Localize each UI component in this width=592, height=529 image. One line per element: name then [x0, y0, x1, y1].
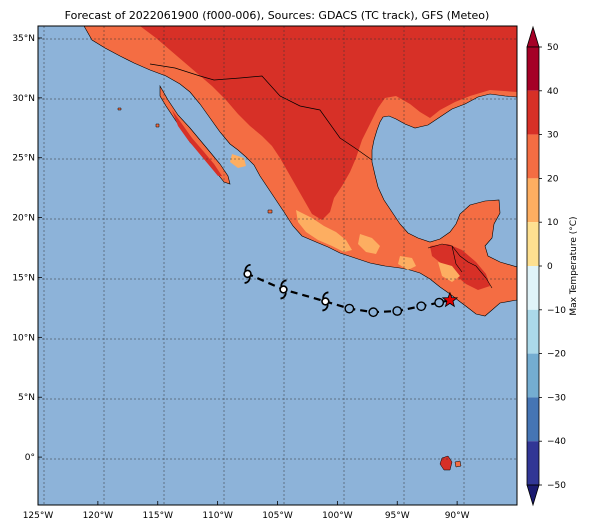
colorbar-extend-max [526, 25, 540, 48]
central-america-highland [438, 262, 460, 282]
hot-region-baja [172, 110, 222, 176]
track-point-depression [344, 303, 355, 314]
colorbar-tick-label: 20 [547, 174, 559, 184]
lat-tick-label: 15°N [12, 273, 35, 283]
hot-region [140, 26, 517, 220]
highland-region-2 [358, 234, 380, 254]
colorbar-segment [527, 441, 539, 485]
galapagos-islands [439, 455, 453, 471]
colorbar: 50 40 30 20 10 0 −10 −20 −30 −40 −50 [526, 25, 566, 507]
lat-tick-label: 10°N [12, 333, 35, 343]
lon-tick-label: 95°W [385, 511, 410, 521]
lon-tick-label: 110°W [202, 511, 233, 521]
colorbar-tick-label: 0 [547, 262, 553, 272]
landmass [83, 26, 517, 471]
colorbar-segment [527, 222, 539, 266]
tropical-storm-icon [279, 279, 288, 300]
lat-tick-label: 30°N [12, 94, 35, 104]
colorbar-tick-label: 50 [547, 43, 559, 53]
revillagigedo-islands [267, 209, 273, 214]
map-panel [38, 26, 517, 505]
colorbar-segment [527, 90, 539, 135]
pacific-island [155, 123, 160, 128]
colorbar-segment [527, 309, 539, 354]
map-title: Forecast of 2022061900 (f000-006), Sourc… [65, 9, 490, 22]
tropical-storm-icon [321, 291, 330, 312]
colorbar-segment [527, 266, 539, 310]
lon-tick-label: 105°W [262, 511, 293, 521]
colorbar-segment [527, 353, 539, 398]
colorbar-tick-label: 30 [547, 131, 559, 141]
lon-tick-label: 90°W [445, 511, 470, 521]
lat-tick-label: 20°N [12, 214, 35, 224]
colorbar-tick-label: 40 [547, 87, 559, 97]
colorbar-segment [527, 47, 539, 91]
colorbar-tick-label: −10 [547, 306, 566, 316]
galapagos-islet [454, 460, 462, 468]
lat-tick-label: 0° [25, 453, 35, 463]
pacific-island-2 [117, 107, 122, 111]
colorbar-segment [527, 397, 539, 442]
cyclone-track [243, 263, 459, 318]
colorbar-tick-label: −20 [547, 350, 566, 360]
lon-tick-label: 120°W [83, 511, 114, 521]
colorbar-segment [527, 134, 539, 179]
highland-region-4 [230, 154, 246, 168]
latitude-labels: 35°N 30°N 25°N 20°N 15°N 10°N 5°N 0° [12, 34, 42, 463]
central-america [430, 244, 490, 290]
lat-tick-label: 35°N [12, 34, 35, 44]
track-point-depression [368, 307, 379, 318]
colorbar-segment [527, 178, 539, 223]
tropical-storm-icon [243, 263, 252, 284]
colorbar-label: Max Temperature (°C) [569, 216, 579, 315]
highland-region-3 [398, 256, 416, 270]
colorbar-tick-label: −40 [547, 437, 566, 447]
colorbar-tick-label: −50 [547, 481, 566, 491]
track-point-depression [392, 306, 403, 316]
lat-tick-label: 5°N [18, 393, 35, 403]
colorbar-extend-min [526, 484, 540, 507]
lon-tick-label: 125°W [23, 511, 54, 521]
track-point-depression [416, 301, 427, 312]
current-position-star-icon [441, 291, 459, 308]
lon-tick-label: 115°W [142, 511, 173, 521]
highland-region [296, 210, 352, 252]
us-mexico-border [149, 63, 373, 161]
longitude-labels: 125°W 120°W 115°W 110°W 105°W 100°W 95°W 90°W [23, 501, 470, 521]
lon-tick-label: 100°W [322, 511, 353, 521]
track-point-depression [434, 297, 445, 308]
colorbar-tick-label: 10 [547, 218, 559, 228]
colorbar-tick-label: −30 [547, 393, 566, 403]
lat-tick-label: 25°N [12, 154, 35, 164]
